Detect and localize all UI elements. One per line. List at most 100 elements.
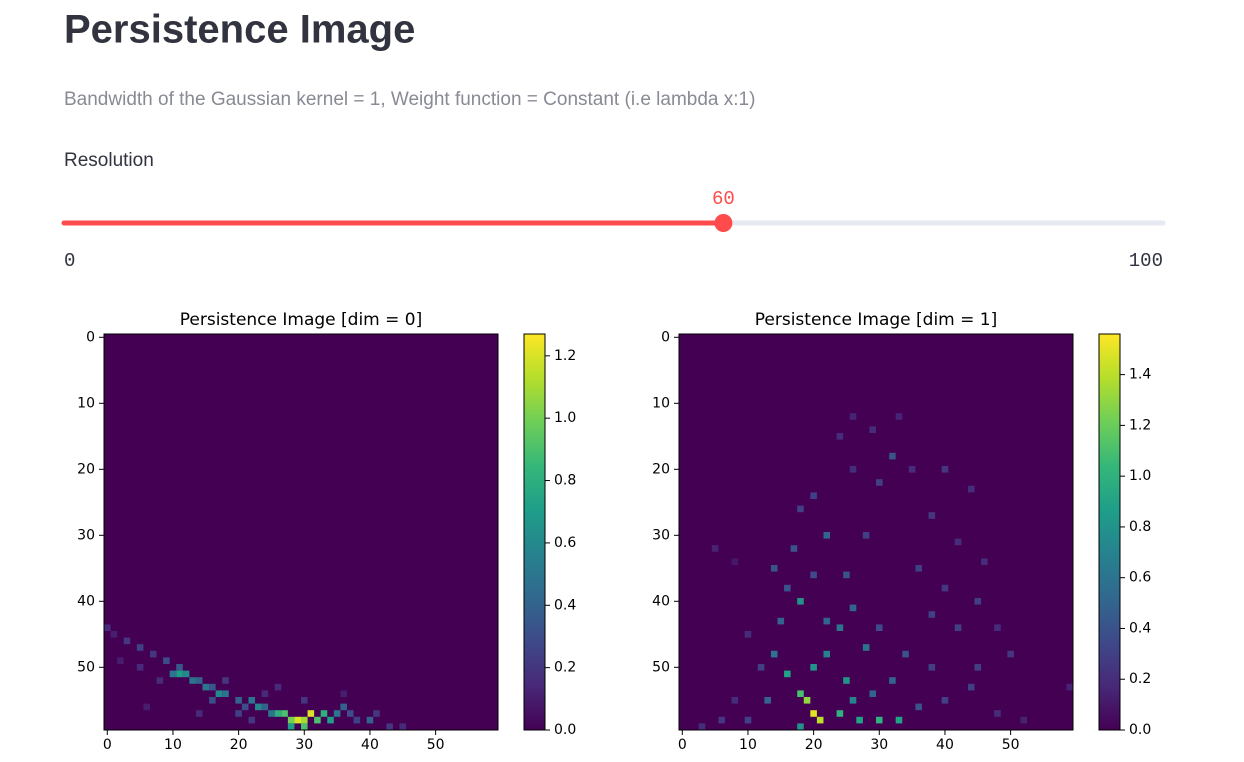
- heatmap-cell: [876, 624, 883, 631]
- heatmap-cell: [928, 664, 936, 671]
- colorbar-tick-label: 1.2: [1129, 417, 1151, 433]
- heatmap-cell: [731, 697, 739, 704]
- heatmap-cell: [307, 710, 315, 717]
- colorbar-tick-label: 0.2: [554, 660, 576, 676]
- heatmap-cell: [176, 664, 183, 671]
- heatmap-cell: [281, 710, 288, 717]
- heatmap-cell: [954, 624, 962, 631]
- heatmap-cell: [301, 697, 308, 704]
- heatmap-cell: [981, 558, 988, 565]
- heatmap-cell: [836, 710, 844, 717]
- heatmap-cell: [163, 657, 170, 664]
- heatmap-cell: [373, 710, 380, 717]
- y-tick-label: 20: [77, 461, 95, 477]
- heatmap-cell: [1066, 683, 1073, 691]
- x-tick-label: 10: [739, 737, 757, 753]
- colorbar-tick-label: 1.4: [1129, 367, 1151, 383]
- heatmap-cell: [974, 598, 982, 605]
- x-tick-label: 0: [678, 737, 687, 753]
- y-tick-label: 0: [86, 329, 95, 345]
- heatmap-cell: [843, 677, 850, 684]
- heatmap-cell: [810, 710, 817, 717]
- chart-title: Persistence Image [dim = 1]: [755, 310, 998, 330]
- heatmap-cell: [711, 545, 719, 552]
- heatmap-cell: [123, 637, 131, 645]
- heatmap-cell: [248, 716, 256, 724]
- heatmap-cell: [994, 624, 1001, 631]
- heatmap-cell: [202, 683, 210, 691]
- heatmap-cell: [941, 697, 949, 704]
- colorbar-tick-label: 0.0: [1129, 722, 1151, 738]
- heatmap-cell: [136, 644, 144, 651]
- heatmap-cell: [353, 716, 361, 724]
- heatmap-cell: [182, 670, 190, 678]
- heatmap-cell: [908, 466, 916, 473]
- heatmap-cell: [764, 697, 771, 704]
- heatmap-cell: [274, 710, 282, 717]
- heatmap-cell: [836, 433, 844, 440]
- slider-max: 100: [1129, 250, 1163, 272]
- x-tick-label: 40: [361, 737, 379, 753]
- heatmap-cell: [823, 532, 831, 539]
- heatmap-cell: [974, 664, 982, 671]
- heatmap-cell: [731, 558, 739, 565]
- heatmap-cell: [849, 413, 857, 420]
- heatmap-cell: [810, 571, 817, 579]
- heatmap-cell: [104, 624, 111, 631]
- heatmap-cell: [843, 571, 850, 579]
- heatmap-cell: [862, 532, 870, 539]
- heatmap-cell: [195, 710, 203, 717]
- heatmap-cell: [744, 631, 752, 638]
- heatmap-cell: [156, 677, 164, 684]
- subtitle: Bandwidth of the Gaussian kernel = 1, We…: [64, 89, 755, 110]
- heatmap-cell: [967, 485, 975, 493]
- heatmap-cell: [274, 683, 282, 691]
- heatmap-cell: [902, 650, 909, 658]
- heatmap-cell: [235, 697, 242, 704]
- heatmap-cell: [849, 604, 857, 612]
- slider-thumb[interactable]: [714, 214, 733, 232]
- slider-value: 60: [712, 188, 735, 210]
- heatmap-cell: [797, 505, 804, 513]
- heatmap-cell: [340, 690, 347, 697]
- heatmap-cell: [915, 703, 922, 711]
- heatmap-cell: [954, 538, 962, 546]
- page-title: Persistence Image: [64, 8, 415, 52]
- heatmap-cell: [718, 716, 725, 724]
- heatmap-cell: [340, 703, 347, 711]
- heatmap-cell: [823, 617, 831, 625]
- x-tick-label: 30: [870, 737, 888, 753]
- y-tick-label: 40: [652, 593, 670, 609]
- heatmap-cell: [255, 703, 262, 711]
- heatmap-cell: [261, 703, 269, 711]
- heatmap-cell: [967, 683, 975, 691]
- y-tick-label: 10: [77, 395, 95, 411]
- heatmap-cell: [209, 683, 216, 691]
- colorbar: [1098, 333, 1121, 731]
- y-tick-label: 20: [652, 461, 670, 477]
- heatmap-cell: [287, 716, 295, 724]
- colorbar-tick-label: 1.2: [554, 348, 576, 364]
- chart-title: Persistence Image [dim = 0]: [180, 310, 423, 330]
- heatmap-cell: [889, 677, 896, 684]
- heatmap-cell: [784, 670, 791, 678]
- heatmap-cell: [222, 690, 229, 697]
- heatmap-cell: [287, 723, 295, 730]
- heatmap-cell: [994, 710, 1001, 717]
- heatmap-cell: [797, 598, 804, 605]
- x-tick-label: 0: [103, 737, 112, 753]
- heatmap-cell: [777, 617, 785, 625]
- heatmap-cell: [301, 716, 308, 724]
- heatmap-cell: [895, 413, 903, 420]
- heatmap-cell: [862, 644, 870, 651]
- heatmap-cell: [176, 670, 183, 678]
- colorbar-tick-label: 0.8: [554, 473, 576, 489]
- y-tick-label: 10: [652, 395, 670, 411]
- heatmap-cell: [869, 690, 876, 697]
- x-tick-label: 40: [936, 737, 954, 753]
- colorbar-tick-label: 1.0: [554, 410, 576, 426]
- heatmap-cell: [895, 716, 903, 724]
- slider-min: 0: [64, 250, 75, 272]
- heatmap-cell: [876, 479, 883, 486]
